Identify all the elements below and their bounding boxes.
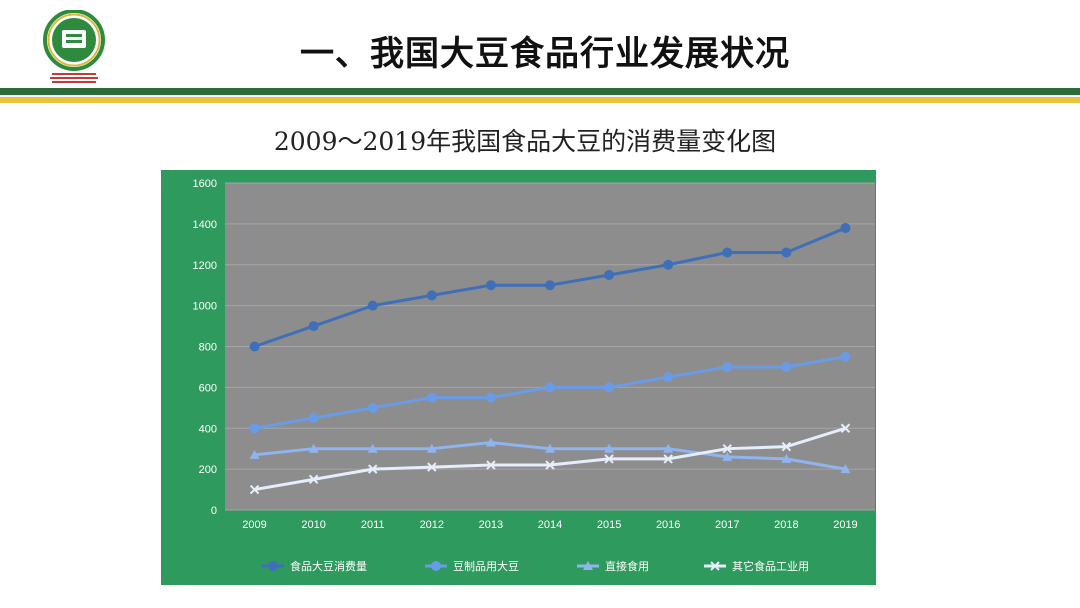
data-point: [308, 321, 319, 332]
header-band-green: [0, 88, 1080, 95]
data-point: [367, 443, 378, 453]
data-point: [722, 451, 733, 461]
data-point: [604, 443, 615, 453]
data-point: [249, 449, 260, 459]
y-tick-label: 1200: [193, 260, 217, 272]
data-point: [781, 441, 792, 452]
x-tick-label: 2017: [715, 519, 739, 531]
data-point: [663, 372, 674, 383]
data-point: [545, 460, 555, 470]
y-tick-label: 1600: [193, 178, 217, 190]
data-point: [426, 443, 437, 453]
data-point: [485, 392, 496, 403]
data-point: [840, 423, 851, 433]
data-point: [722, 443, 732, 454]
data-point: [781, 247, 792, 258]
y-tick-label: 800: [199, 342, 217, 354]
data-point: [485, 437, 496, 447]
data-point: [308, 474, 319, 485]
y-tick-label: 1400: [193, 219, 217, 231]
data-point: [426, 392, 437, 403]
data-point: [604, 454, 614, 464]
legend-label: 豆制品用大豆: [453, 559, 519, 573]
x-tick-label: 2016: [656, 519, 680, 531]
y-tick-label: 200: [199, 464, 217, 476]
data-point: [781, 361, 792, 372]
slide-title: 一、我国大豆食品行业发展状况: [300, 34, 790, 74]
legend-label: 其它食品工业用: [732, 559, 809, 573]
x-tick-label: 2011: [361, 519, 385, 531]
y-tick-label: 1000: [193, 301, 217, 313]
data-point: [545, 443, 555, 453]
x-tick-label: 2015: [597, 519, 621, 531]
association-logo: [43, 10, 105, 83]
data-point: [545, 382, 555, 393]
data-point: [249, 341, 260, 352]
data-point: [308, 413, 319, 424]
data-point: [840, 351, 851, 362]
data-point: [308, 443, 319, 453]
legend-label: 直接食用: [605, 559, 649, 573]
legend-marker: [583, 561, 593, 570]
chart-title: 2009～2019年我国食品大豆的消费量变化图: [273, 127, 777, 156]
data-point: [485, 280, 496, 291]
data-point: [604, 269, 615, 280]
legend-marker: [431, 561, 441, 571]
data-point: [426, 290, 437, 301]
x-tick-label: 2009: [242, 519, 266, 531]
data-point: [249, 423, 260, 434]
data-point: [722, 361, 733, 372]
x-tick-label: 2012: [420, 519, 444, 531]
data-point: [604, 382, 615, 393]
legend-label: 食品大豆消费量: [290, 559, 367, 573]
data-point: [545, 280, 555, 291]
data-point: [781, 453, 792, 463]
data-point: [663, 259, 674, 270]
data-point: [840, 464, 851, 474]
legend-marker: [710, 561, 720, 571]
data-point: [367, 402, 378, 413]
data-point: [367, 300, 378, 311]
data-point: [663, 443, 674, 453]
data-point: [722, 247, 733, 258]
data-point: [427, 462, 437, 472]
data-point: [249, 484, 260, 495]
y-tick-label: 0: [211, 505, 217, 517]
x-tick-label: 2014: [538, 519, 562, 531]
x-tick-label: 2013: [479, 519, 503, 531]
data-point: [368, 464, 378, 474]
data-point: [486, 460, 496, 470]
y-tick-label: 400: [199, 423, 217, 435]
data-point: [840, 222, 851, 233]
data-point: [663, 454, 673, 464]
y-tick-label: 600: [199, 382, 217, 394]
x-tick-label: 2019: [833, 519, 857, 531]
x-tick-label: 2010: [301, 519, 325, 531]
header-band-yellow: [0, 97, 1080, 103]
x-tick-label: 2018: [774, 519, 798, 531]
legend-marker: [268, 561, 278, 571]
